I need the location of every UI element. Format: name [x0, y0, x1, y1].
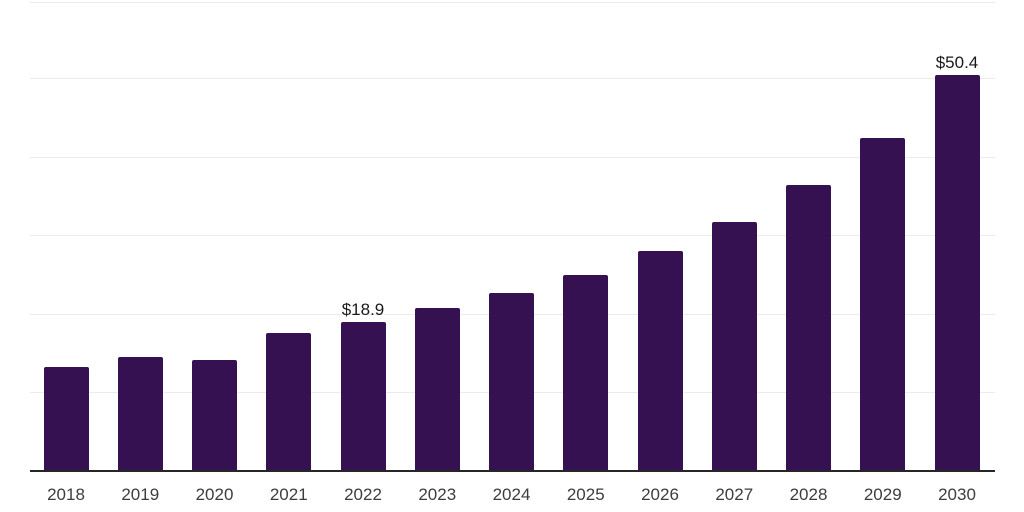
- x-tick-2030: 2030: [938, 485, 976, 504]
- bar-2025: [563, 274, 609, 471]
- bar-2018: [43, 367, 89, 471]
- gridline-60: [30, 1, 995, 3]
- bar-2027: [711, 221, 757, 471]
- x-tick-2020: 2020: [195, 485, 234, 504]
- bar-2021: [266, 332, 312, 471]
- x-tick-2019: 2019: [121, 485, 160, 504]
- x-tick-2026: 2026: [641, 485, 679, 504]
- bar-2019: [117, 357, 163, 471]
- gridline-40: [30, 156, 995, 158]
- bar-2026: [637, 250, 683, 471]
- bar-2030: [934, 74, 980, 471]
- bar-2024: [489, 292, 534, 471]
- value-label-2030: $50.4: [935, 52, 979, 72]
- x-tick-2028: 2028: [789, 485, 828, 504]
- value-label-2022: $18.9: [341, 300, 385, 320]
- x-tick-2023: 2023: [418, 485, 457, 504]
- bar-2020: [192, 360, 237, 471]
- bar-2028: [786, 184, 831, 471]
- x-tick-2021: 2021: [269, 485, 308, 504]
- x-tick-2024: 2024: [492, 485, 531, 504]
- bar-2023: [414, 308, 460, 471]
- x-tick-2018: 2018: [47, 485, 85, 504]
- x-tick-2022: 2022: [344, 485, 382, 504]
- gridline-50: [30, 78, 995, 79]
- x-tick-2025: 2025: [566, 485, 605, 504]
- x-axis-line: [30, 470, 995, 472]
- x-tick-2027: 2027: [715, 485, 754, 504]
- bar-2029: [860, 137, 906, 471]
- x-tick-2029: 2029: [863, 485, 902, 504]
- bar-2022: [340, 322, 386, 471]
- gridline-30: [30, 235, 995, 237]
